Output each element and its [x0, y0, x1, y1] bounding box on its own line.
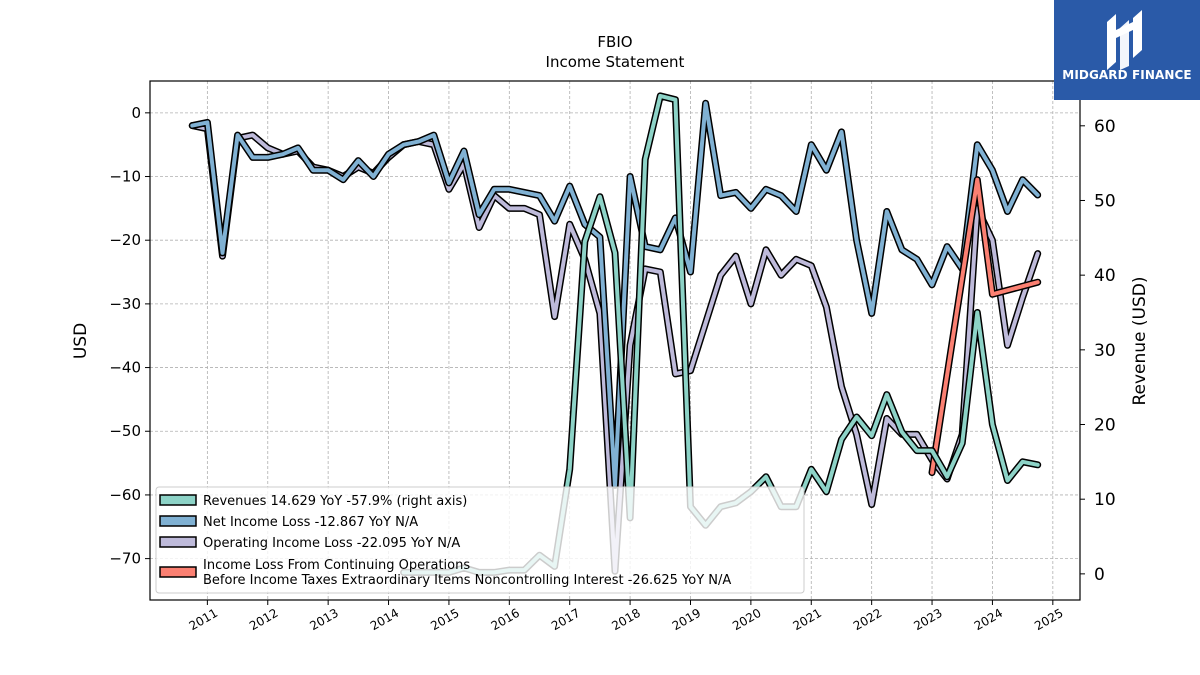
chart-title: FBIO	[597, 33, 632, 51]
x-tick-label: 2017	[549, 606, 582, 633]
logo-text: MIDGARD FINANCE	[1062, 68, 1192, 82]
series-3	[928, 176, 1042, 477]
x-tick-label: 2025	[1032, 606, 1065, 633]
y-tick-label-right: 0	[1094, 565, 1105, 585]
legend-label: Net Income Loss -12.867 YoY N/A	[203, 515, 418, 530]
y-tick-label-right: 40	[1094, 266, 1116, 286]
y-tick-label-left: −20	[109, 231, 141, 249]
y-tick-label-left: −30	[109, 295, 141, 313]
x-tick-label: 2016	[489, 606, 522, 633]
x-tick-label: 2013	[307, 606, 340, 633]
legend: Revenues 14.629 YoY -57.9% (right axis) N…	[155, 486, 805, 594]
x-tick-label: 2020	[730, 606, 763, 633]
midgard-logo-icon	[1107, 10, 1142, 70]
y-tick-label-right: 60	[1094, 117, 1116, 137]
y-tick-label-right: 20	[1094, 416, 1116, 436]
legend-swatch	[159, 566, 197, 578]
axes: 2011 2012 2013 2014 2015 2016 2017 2018 2019 2020…	[109, 104, 1115, 633]
legend-box	[155, 486, 805, 594]
y-tick-label-left: −50	[109, 422, 141, 440]
x-tick-label: 2022	[851, 606, 884, 633]
series-line	[190, 101, 1040, 488]
x-tick-label: 2019	[670, 606, 703, 633]
y-tick-label-left: −10	[109, 168, 141, 186]
chart-subtitle: Income Statement	[546, 53, 685, 71]
x-tick-label: 2024	[972, 606, 1005, 633]
x-tick-label: 2012	[247, 606, 280, 633]
brand-logo: MIDGARD FINANCE	[1054, 0, 1200, 100]
y-tick-label-right: 50	[1094, 191, 1116, 211]
x-tick-label: 2015	[428, 606, 461, 633]
legend-label: Income Loss From Continuing Operations	[203, 558, 470, 573]
legend-swatch	[159, 536, 197, 548]
y-tick-label-left: −70	[109, 550, 141, 568]
legend-label: Operating Income Loss -22.095 YoY N/A	[203, 536, 460, 551]
series-1	[188, 99, 1042, 489]
y-tick-label-left: −40	[109, 359, 141, 377]
y-axis-label-right: Revenue (USD)	[1130, 276, 1150, 405]
y-tick-label-right: 10	[1094, 490, 1116, 510]
y-tick-label-left: −60	[109, 486, 141, 504]
legend-label: Before Income Taxes Extraordinary Items …	[203, 573, 731, 588]
legend-label: Revenues 14.629 YoY -57.9% (right axis)	[203, 494, 467, 509]
plot-frame	[149, 80, 1081, 601]
series-line	[930, 177, 1040, 475]
y-tick-label-right: 30	[1094, 341, 1116, 361]
x-tick-label: 2021	[791, 606, 824, 633]
x-tick-label: 2014	[368, 606, 401, 633]
x-tick-label: 2023	[911, 606, 944, 633]
x-tick-label: 2011	[187, 606, 220, 633]
y-axis-label-left: USD	[71, 323, 91, 359]
x-tick-label: 2018	[609, 606, 642, 633]
y-tick-label-left: 0	[131, 104, 141, 122]
legend-swatch	[159, 515, 197, 527]
legend-swatch	[159, 494, 197, 506]
